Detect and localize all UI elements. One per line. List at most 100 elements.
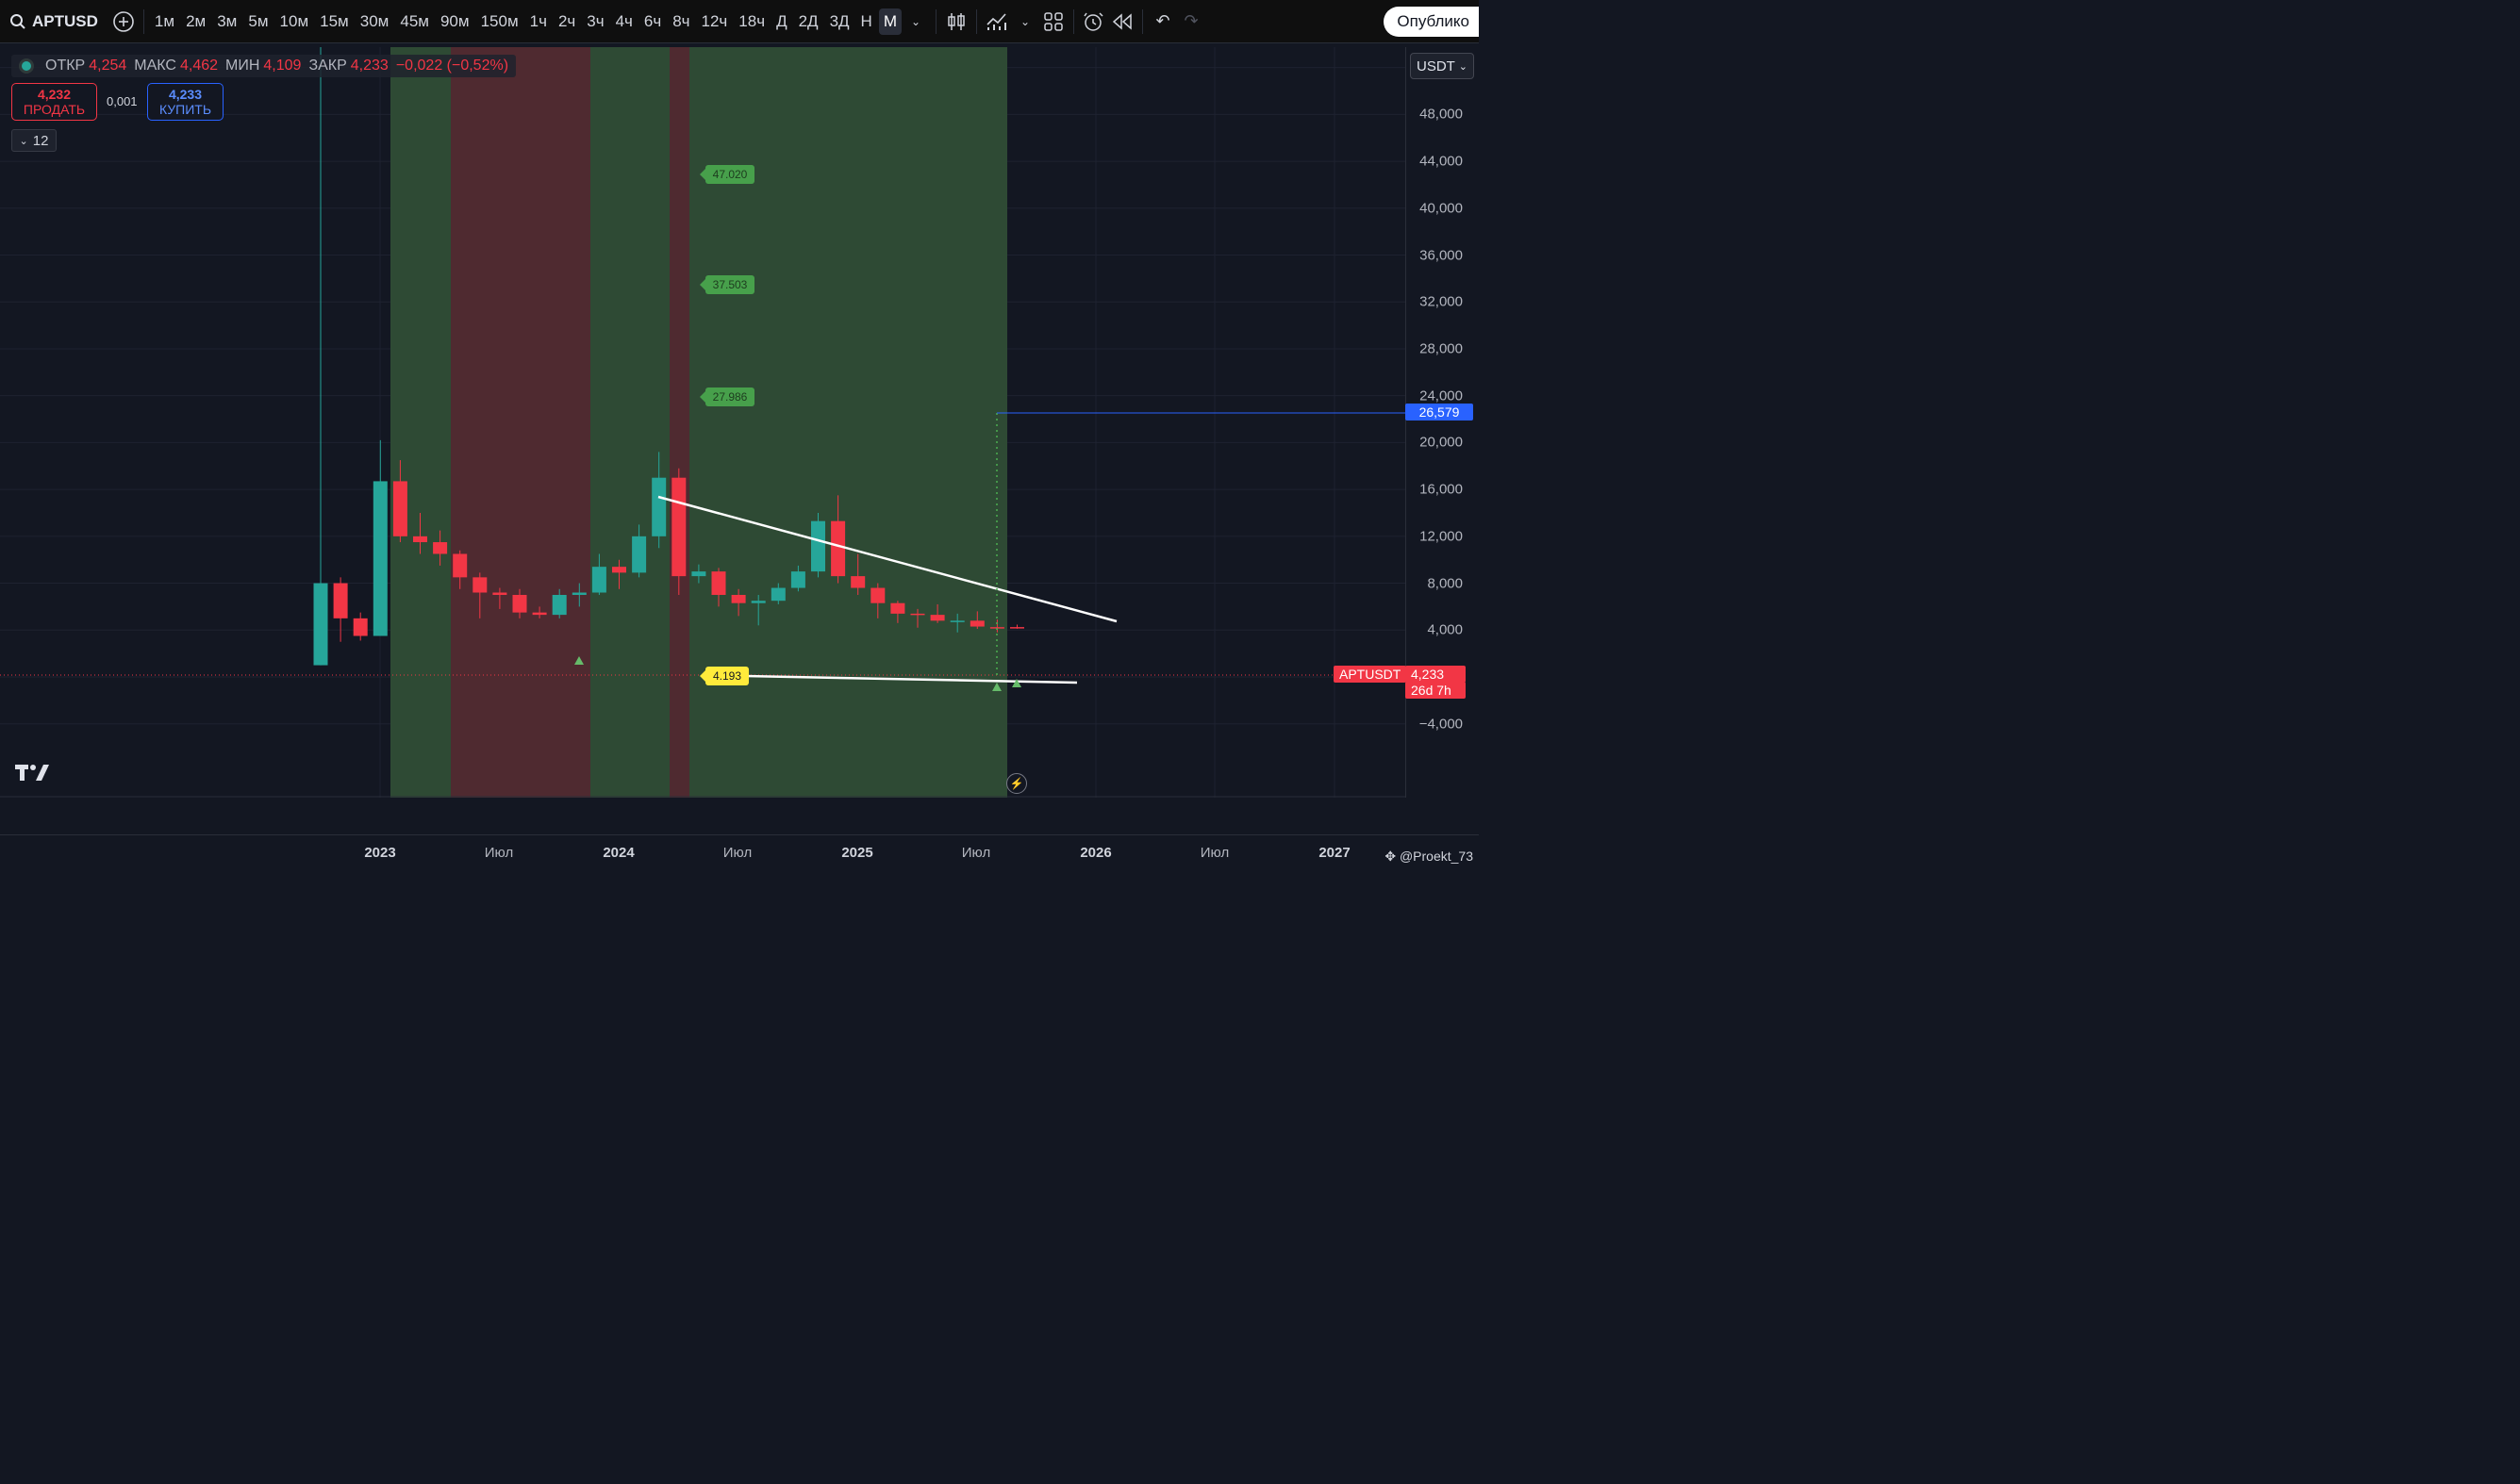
price-axis[interactable]: 52,00048,00044,00040,00036,00032,00028,0… bbox=[1405, 47, 1480, 798]
price-axis-tick: 4,000 bbox=[1427, 621, 1463, 638]
redo-button[interactable]: ↷ bbox=[1177, 8, 1205, 36]
replay-button[interactable] bbox=[1108, 8, 1136, 36]
buy-label: КУПИТЬ bbox=[158, 102, 212, 117]
bar-countdown-tag: 26d 7h bbox=[1405, 682, 1466, 699]
time-axis-tick: 2025 bbox=[841, 845, 873, 861]
price-chart[interactable] bbox=[0, 47, 1405, 798]
candle-body bbox=[831, 520, 846, 577]
indicators-menu-button[interactable]: ⌄ bbox=[1011, 8, 1039, 36]
timeframe-13[interactable]: 4ч bbox=[615, 11, 633, 30]
candle-body bbox=[771, 587, 786, 602]
signal-arrow bbox=[1012, 679, 1021, 687]
add-symbol-button[interactable] bbox=[109, 8, 138, 36]
author-watermark: ✥ @Proekt_73 bbox=[1384, 849, 1473, 865]
candles-icon bbox=[948, 12, 965, 30]
candle-body bbox=[652, 477, 667, 536]
tv-logo-icon bbox=[15, 765, 49, 781]
timeframe-9[interactable]: 150м bbox=[480, 11, 519, 30]
spread-value: 0,001 bbox=[107, 94, 138, 108]
candle-body bbox=[751, 601, 766, 603]
timeframe-10[interactable]: 1ч bbox=[529, 11, 547, 30]
chart-type-button[interactable] bbox=[942, 8, 970, 36]
indicators-count: 12 bbox=[32, 132, 49, 149]
layouts-button[interactable] bbox=[1039, 8, 1068, 36]
time-axis-tick: 2024 bbox=[603, 845, 635, 861]
timeframe-16[interactable]: 12ч bbox=[701, 11, 728, 30]
time-axis-tick: Июл bbox=[484, 845, 514, 861]
price-axis-tick: 32,000 bbox=[1419, 293, 1463, 310]
candle-body bbox=[532, 612, 547, 616]
timeframe-19[interactable]: 2Д bbox=[798, 11, 819, 30]
symbol-price-tag: APTUSDT bbox=[1334, 666, 1407, 683]
timeframe-15[interactable]: 8ч bbox=[672, 11, 690, 30]
indicators-button[interactable] bbox=[983, 8, 1011, 36]
price-axis-tick: 36,000 bbox=[1419, 247, 1463, 264]
time-axis-tick: 2026 bbox=[1080, 845, 1112, 861]
timeframe-12[interactable]: 3ч bbox=[587, 11, 605, 30]
resistance-trendline bbox=[657, 495, 1118, 623]
candle-body bbox=[392, 481, 407, 536]
candle-body bbox=[373, 481, 388, 636]
candle-body bbox=[313, 583, 328, 666]
timeframe-18[interactable]: Д bbox=[776, 11, 788, 30]
candle-body bbox=[989, 627, 1004, 629]
time-axis[interactable]: 2023 Июл 2024 Июл 2025 Июл 2026 Июл 2027 bbox=[0, 834, 1479, 872]
timeframe-11[interactable]: 2ч bbox=[557, 11, 576, 30]
current-price-tag: 4,233 bbox=[1405, 666, 1466, 683]
timeframe-6[interactable]: 30м bbox=[359, 11, 390, 30]
indicators-collapse-button[interactable]: ⌄ 12 bbox=[11, 129, 57, 152]
timeframe-22[interactable]: М bbox=[878, 8, 902, 35]
timeframe-21[interactable]: Н bbox=[860, 11, 872, 30]
time-axis-tick: Июл bbox=[961, 845, 991, 861]
high-value: 4,462 bbox=[179, 58, 219, 74]
search-icon bbox=[10, 13, 25, 29]
timeframe-0[interactable]: 1м bbox=[154, 11, 175, 30]
price-axis-tick: 28,000 bbox=[1419, 340, 1463, 357]
candle-body bbox=[632, 536, 647, 573]
publish-button[interactable]: Опублико bbox=[1384, 7, 1479, 37]
toolbar-divider bbox=[1072, 8, 1074, 34]
candle-body bbox=[851, 576, 866, 588]
timeframe-7[interactable]: 45м bbox=[400, 11, 429, 30]
candle-body bbox=[353, 618, 368, 636]
timeframe-2[interactable]: 3м bbox=[217, 11, 238, 30]
target-price-tag: 26,579 bbox=[1405, 404, 1473, 420]
buy-button[interactable]: 4,233 КУПИТЬ bbox=[147, 83, 224, 121]
bearish-zone bbox=[451, 47, 590, 798]
symbol-search[interactable]: APTUSD bbox=[0, 12, 109, 31]
currency-select[interactable]: USDT ⌄ bbox=[1410, 53, 1474, 79]
sell-price: 4,232 bbox=[37, 87, 72, 102]
candle-body bbox=[612, 567, 626, 573]
timeframe-1[interactable]: 2м bbox=[186, 11, 207, 30]
timeframe-3[interactable]: 5м bbox=[248, 11, 269, 30]
candle-body bbox=[413, 536, 427, 543]
bullish-zone bbox=[590, 47, 670, 798]
sell-label: ПРОДАТЬ bbox=[23, 102, 86, 117]
tradingview-logo[interactable] bbox=[15, 762, 49, 787]
candle-body bbox=[671, 477, 687, 577]
timeframe-4[interactable]: 10м bbox=[279, 11, 309, 30]
redo-icon: ↷ bbox=[1184, 11, 1199, 30]
timeframe-17[interactable]: 18ч bbox=[738, 11, 766, 30]
undo-button[interactable]: ↶ bbox=[1149, 8, 1177, 36]
candle-body bbox=[1010, 627, 1024, 629]
candle-body bbox=[433, 542, 448, 554]
plus-circle-icon bbox=[113, 10, 134, 32]
lightning-icon[interactable]: ⚡ bbox=[1006, 773, 1027, 794]
timeframe-menu-button[interactable]: ⌄ bbox=[902, 8, 930, 36]
candle-body bbox=[492, 592, 507, 595]
timeframe-14[interactable]: 6ч bbox=[643, 11, 662, 30]
timeframe-list: 1м 2м 3м 5м 10м 15м 30м 45м 90м 150м 1ч 2ч 3ч 4ч 6ч 8ч 1… bbox=[150, 8, 902, 35]
timeframe-8[interactable]: 90м bbox=[439, 11, 470, 30]
timeframe-20[interactable]: 3Д bbox=[829, 11, 850, 30]
level-label: 47.020 bbox=[700, 165, 754, 184]
price-axis-tick: 48,000 bbox=[1419, 106, 1463, 123]
support-trendline bbox=[744, 674, 1078, 684]
timeframe-5[interactable]: 15м bbox=[320, 11, 349, 30]
candle-body bbox=[572, 592, 587, 595]
sell-button[interactable]: 4,232 ПРОДАТЬ bbox=[11, 83, 97, 121]
chevron-down-icon: ⌄ bbox=[1020, 14, 1031, 28]
alert-button[interactable] bbox=[1080, 8, 1108, 36]
change-value: −0,022 (−0,52%) bbox=[395, 58, 509, 74]
candle-body bbox=[811, 520, 825, 572]
